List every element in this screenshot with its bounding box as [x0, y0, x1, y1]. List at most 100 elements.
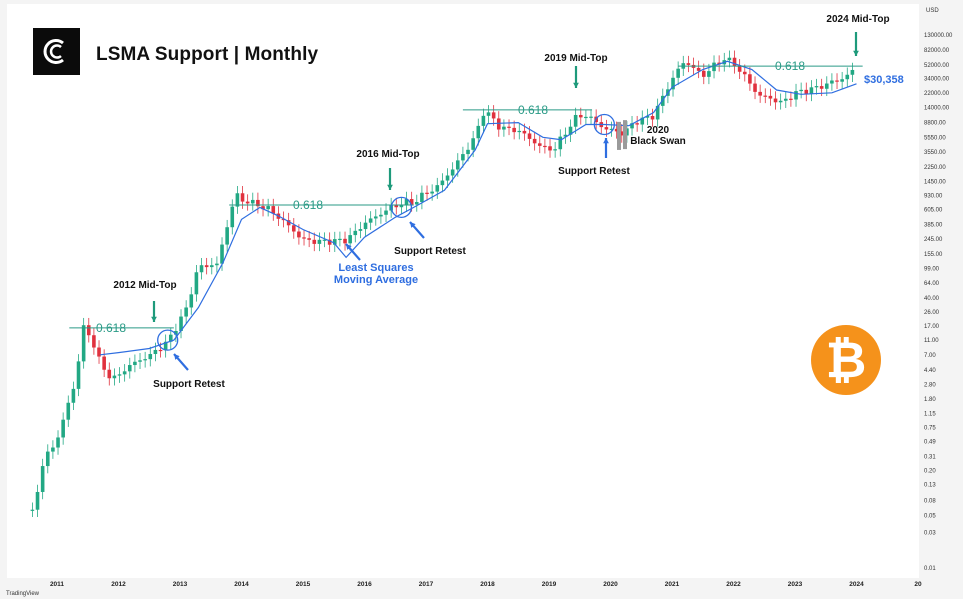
candle-body [271, 206, 276, 214]
x-tick-label: 2013 [173, 581, 188, 588]
candle-body [461, 154, 465, 161]
candle-body [553, 149, 557, 151]
candle-body [184, 307, 188, 317]
candle-body [455, 160, 460, 170]
candle-body [61, 419, 65, 438]
y-tick-label: 0.05 [924, 514, 936, 520]
candle-body [471, 138, 475, 150]
candle-body [281, 218, 286, 221]
candle-body [291, 225, 296, 232]
candle-body [245, 201, 250, 204]
fib-0618-label: 0.618 [96, 321, 126, 335]
candle-body [302, 237, 306, 239]
annotation-lsma-line2: Moving Average [334, 274, 418, 286]
page-title: LSMA Support | Monthly [96, 44, 319, 65]
annotation-2024-mid-top: 2024 Mid-Top [826, 14, 889, 25]
candle-body [430, 191, 434, 194]
black-swan-candle [617, 121, 621, 150]
candle-body [640, 117, 645, 125]
x-tick-label: 2019 [542, 581, 557, 588]
candle-body [814, 86, 819, 88]
candle-body [502, 126, 506, 130]
candle-body [804, 89, 809, 94]
candle-body [486, 112, 491, 116]
candle-body [701, 70, 706, 77]
candle-body [40, 466, 45, 492]
candle-body [773, 98, 778, 103]
candle-body [635, 123, 639, 125]
black-swan-candle [623, 120, 627, 150]
candle-body [332, 239, 337, 245]
candle-body [481, 115, 486, 126]
candle-body [563, 134, 568, 137]
y-tick-label: 245.00 [924, 237, 943, 243]
candle-body [92, 335, 96, 348]
candle-body [256, 199, 260, 207]
fib-0618-label: 0.618 [775, 59, 805, 73]
candle-body [174, 331, 178, 335]
mid-top-arrow-2024-head [853, 50, 859, 56]
candle-body [532, 138, 537, 144]
x-tick-label: 2016 [357, 581, 372, 588]
candle-body [527, 133, 532, 139]
mid-top-arrow-2019-head [573, 82, 579, 88]
candle-body [148, 354, 153, 360]
current-price-label: $30,358 [864, 74, 904, 86]
y-tick-label: 8800.00 [924, 121, 946, 127]
candle-body [589, 116, 593, 118]
candle-body [399, 204, 404, 208]
fib-0618-label: 0.618 [518, 103, 548, 117]
candle-body [363, 222, 368, 230]
x-tick-label: 2021 [665, 581, 680, 588]
fib-0618-label: 0.618 [293, 198, 323, 212]
y-tick-label: 2250.00 [924, 165, 946, 171]
candle-body [297, 231, 301, 238]
annotation-support-retest-2012: Support Retest [153, 379, 225, 390]
candle-body [312, 239, 317, 244]
x-tick-label: 2011 [50, 581, 64, 588]
y-tick-label: 11.00 [924, 338, 939, 344]
candle-body [645, 115, 650, 118]
candle-body [66, 402, 71, 420]
candle-body [630, 123, 634, 129]
candle-body [76, 361, 81, 389]
candle-body [327, 239, 332, 245]
candle-body [138, 360, 142, 362]
candle-body [322, 239, 327, 241]
candle-body [348, 235, 352, 244]
candle-body [537, 143, 542, 146]
y-tick-label: 0.13 [924, 483, 936, 489]
lsma-label-arrow-head [346, 244, 352, 250]
candle-body [789, 98, 793, 100]
candle-body [194, 272, 199, 295]
candle-body [507, 126, 511, 128]
y-tick-label: 26.00 [924, 310, 940, 316]
candle-body [614, 128, 619, 132]
candle-body [696, 67, 701, 71]
candle-body [835, 80, 839, 82]
candle-body [604, 127, 609, 130]
candle-body [394, 205, 399, 208]
candle-body [179, 316, 183, 332]
y-tick-label: 64.00 [924, 281, 940, 287]
cc-logo-icon [33, 28, 80, 75]
y-tick-label: 1.80 [924, 397, 936, 403]
candle-body [209, 265, 214, 268]
candle-body [189, 294, 194, 308]
candle-body [261, 206, 265, 210]
y-tick-label: 40.00 [924, 296, 940, 302]
candle-body [655, 105, 660, 120]
candle-body [404, 199, 409, 205]
y-tick-label: 1.15 [924, 412, 936, 418]
candle-body [81, 325, 86, 362]
candle-body [343, 238, 347, 244]
candle-body [414, 201, 419, 205]
candle-body [753, 83, 757, 92]
annotation-2019-mid-top: 2019 Mid-Top [544, 53, 607, 64]
candle-body [266, 206, 270, 210]
y-tick-label: 0.31 [924, 454, 936, 460]
candle-body [71, 388, 76, 403]
candle-body [199, 265, 204, 273]
candle-body [819, 86, 824, 89]
candle-body [107, 369, 112, 379]
